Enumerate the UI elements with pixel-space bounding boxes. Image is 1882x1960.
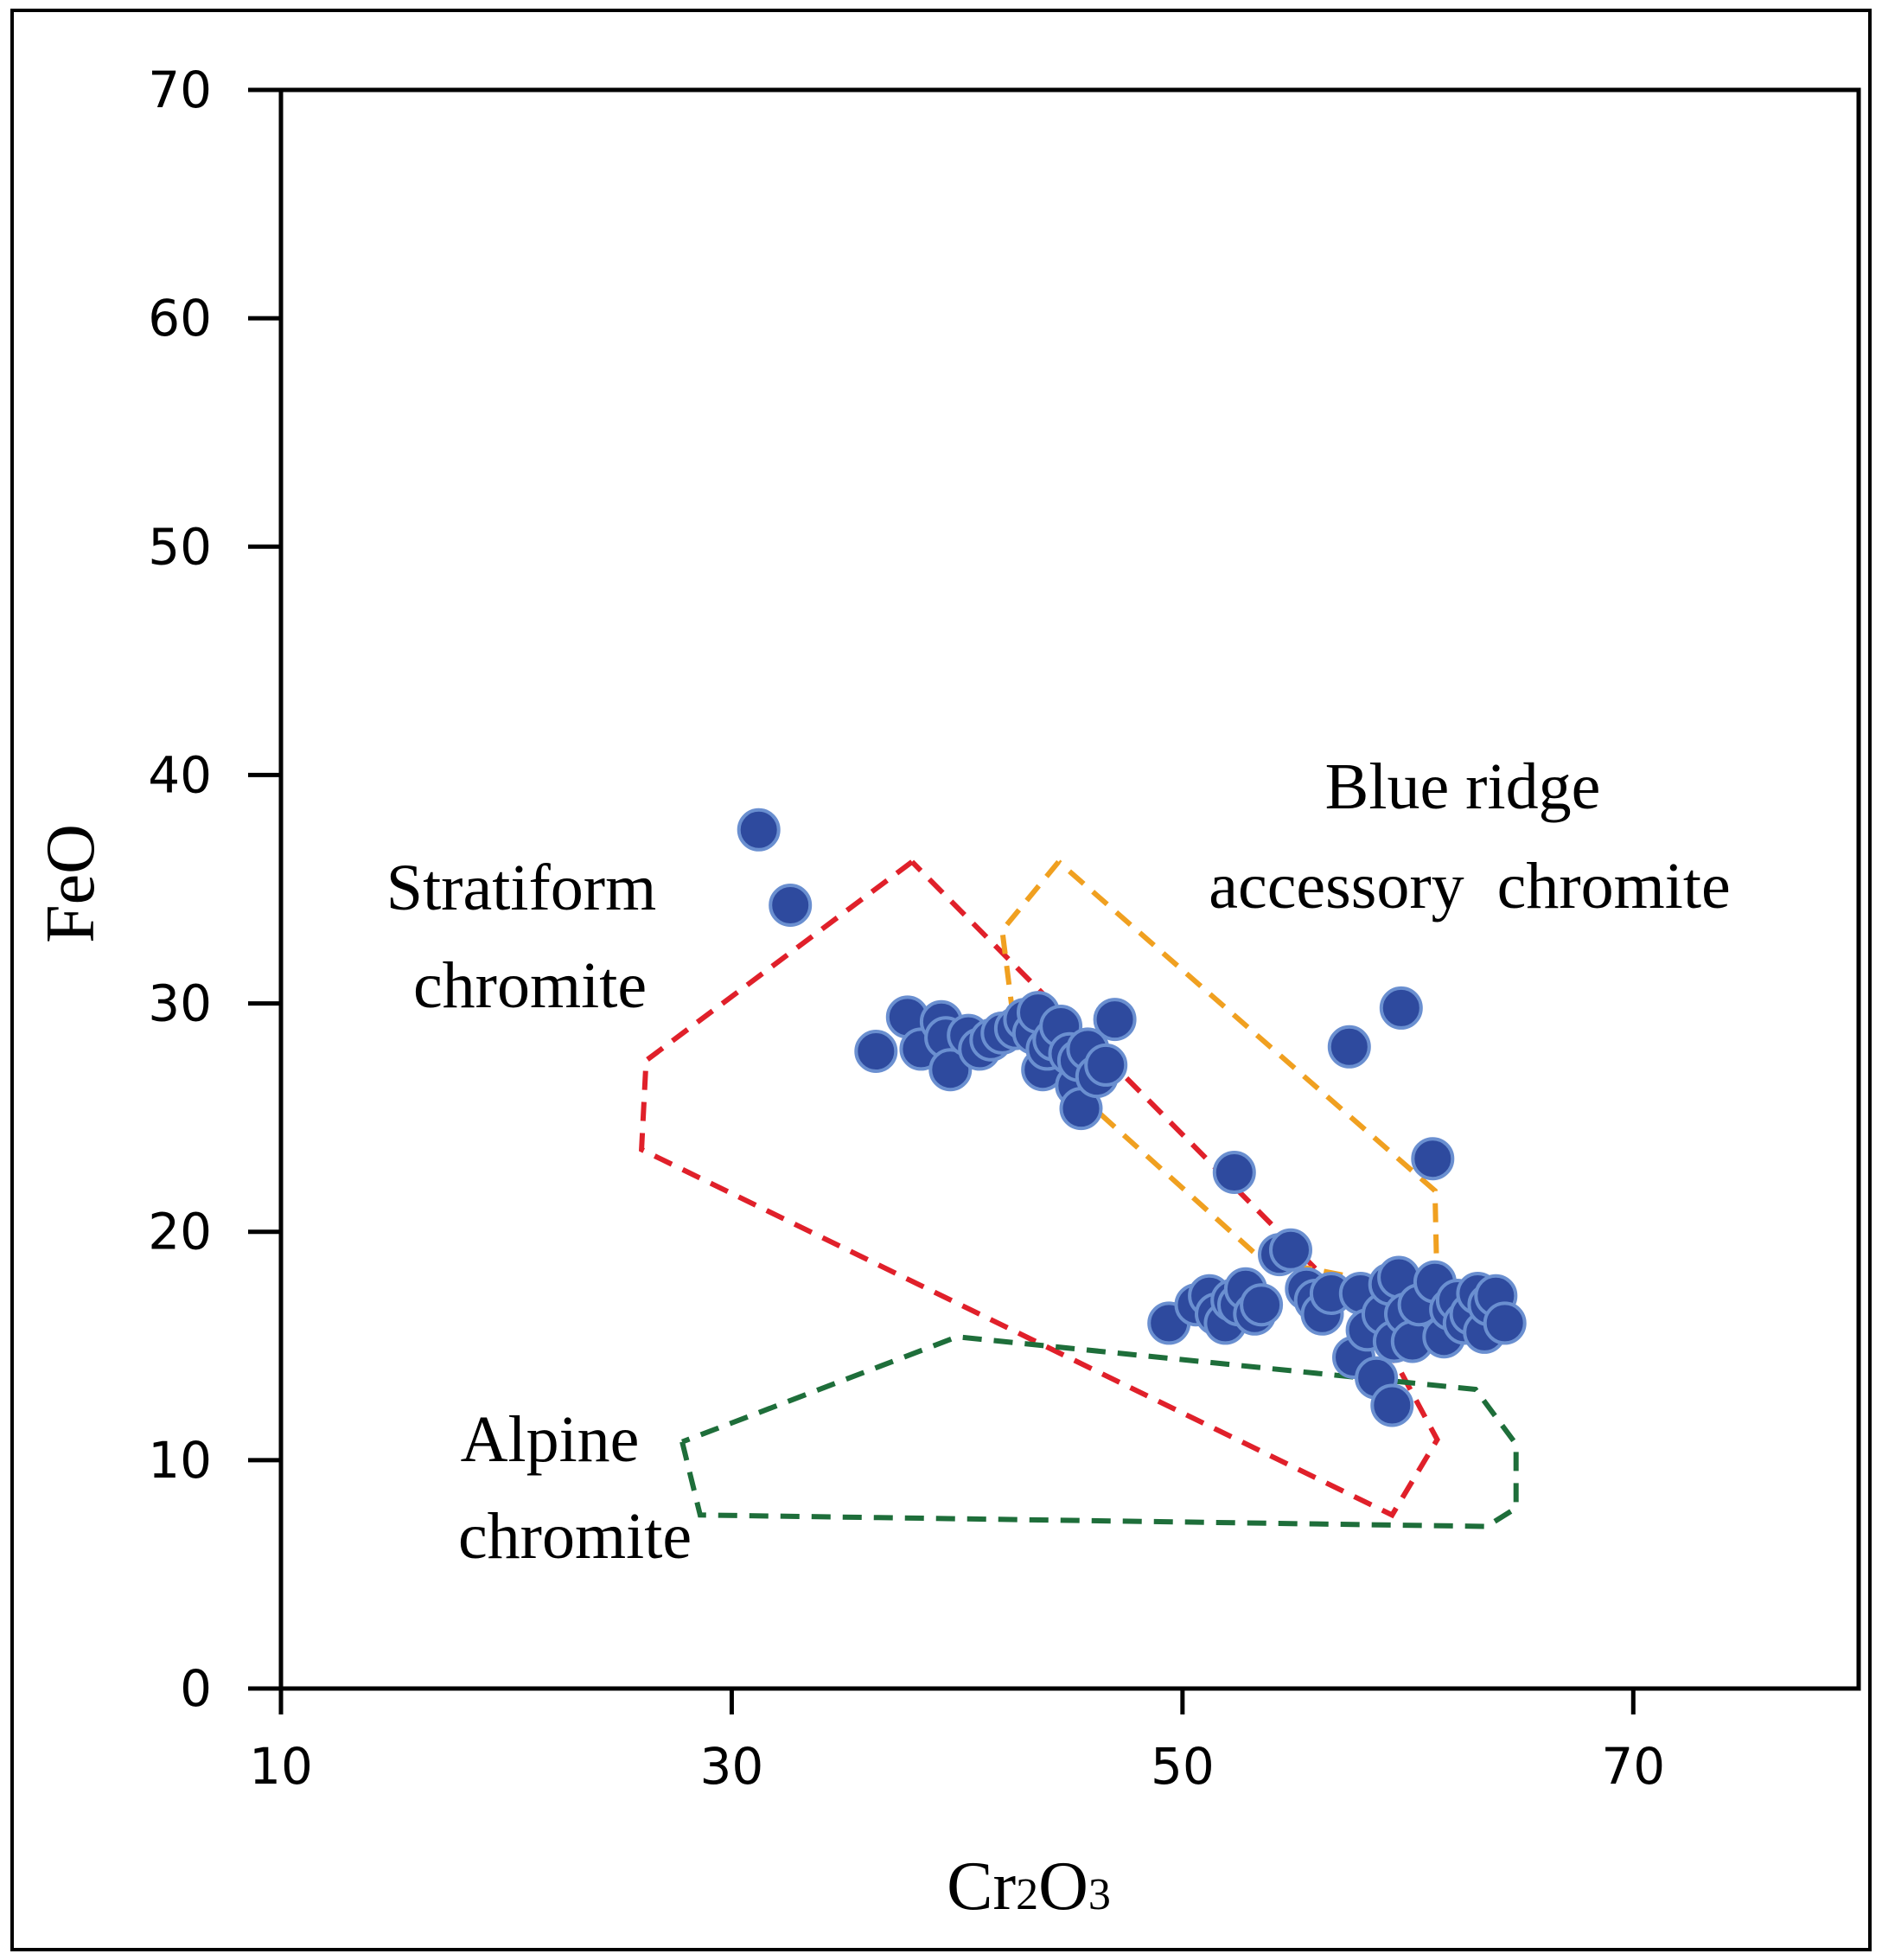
- data-point: [1084, 1043, 1128, 1087]
- alpine-region-boundary: [679, 1334, 1519, 1529]
- y-tick-label: 10: [148, 1431, 212, 1490]
- data-point: [1483, 1301, 1527, 1345]
- blue_ridge-region-boundary: [999, 859, 1440, 1297]
- y-tick-label: 70: [148, 61, 212, 119]
- alpine-label-line1: Alpine: [461, 1403, 640, 1476]
- x-axis-ticks: 10 30 50 70: [249, 1689, 1665, 1796]
- stratiform-label-line1: Stratiform: [386, 852, 656, 924]
- data-points: [737, 808, 1527, 1427]
- x-tick-label: 50: [1151, 1737, 1215, 1796]
- data-point: [928, 1048, 973, 1092]
- y-tick-label: 50: [148, 517, 212, 576]
- alpine-label-line2: chromite: [458, 1500, 692, 1573]
- data-point: [1240, 1283, 1284, 1327]
- x-title-cr: Cr: [947, 1848, 1016, 1925]
- data-point: [737, 808, 781, 852]
- blue-ridge-label-line1: Blue ridge: [1325, 750, 1601, 823]
- x-title-sub1: 2: [1016, 1870, 1038, 1919]
- x-tick-label: 70: [1601, 1737, 1665, 1796]
- y-tick-label: 20: [148, 1203, 212, 1261]
- y-tick-label: 60: [148, 289, 212, 348]
- data-point: [1327, 1025, 1371, 1069]
- y-axis-ticks: 0 10 20 30 40 50 60 70: [148, 61, 281, 1718]
- data-point: [854, 1030, 898, 1073]
- y-tick-label: 0: [180, 1659, 212, 1718]
- x-title-sub2: 3: [1088, 1870, 1111, 1919]
- data-point: [769, 884, 813, 927]
- data-point: [1212, 1151, 1256, 1194]
- x-tick-label: 30: [700, 1737, 764, 1796]
- x-tick-label: 10: [249, 1737, 313, 1796]
- data-point: [1370, 1383, 1414, 1427]
- x-title-o: O: [1038, 1848, 1088, 1925]
- data-point: [1093, 998, 1137, 1042]
- y-axis-title: FeO: [33, 824, 109, 943]
- y-tick-label: 40: [148, 745, 212, 804]
- plot-area: [278, 87, 1861, 1691]
- data-point: [1411, 1137, 1455, 1181]
- stratiform-label-line2: chromite: [413, 949, 647, 1022]
- data-point: [1269, 1228, 1312, 1272]
- data-point: [1379, 986, 1423, 1030]
- y-tick-label: 30: [148, 974, 212, 1033]
- blue-ridge-label-line2: accessory chromite: [1209, 850, 1731, 923]
- x-axis-title: Cr2O3: [947, 1848, 1111, 1925]
